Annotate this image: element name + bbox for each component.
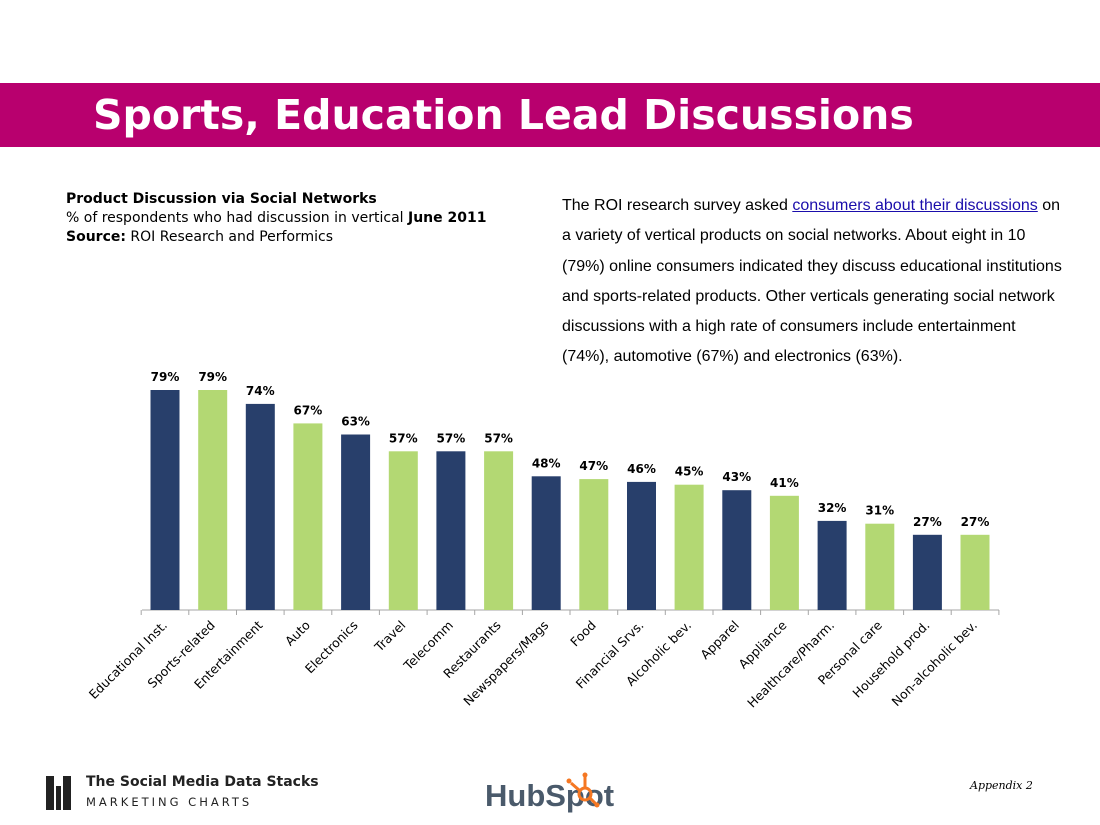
bar-value-label: 32% — [818, 501, 847, 515]
bar-value-label: 46% — [627, 462, 656, 476]
bar — [722, 490, 752, 610]
category-label: Food — [567, 618, 599, 650]
bar — [341, 434, 371, 610]
brand-title: The Social Media Data Stacks — [86, 774, 319, 790]
title-band: Sports, Education Lead Discussions — [0, 83, 1100, 147]
bar — [627, 481, 656, 610]
bar — [817, 520, 847, 610]
bar — [960, 534, 990, 610]
bar — [579, 479, 609, 610]
hubspot-wordmark: HubSpot — [485, 778, 614, 813]
hubspot-logo: HubSpot — [485, 772, 614, 813]
appendix-label: Appendix 2 — [970, 779, 1033, 792]
bar — [293, 423, 323, 610]
bar — [769, 495, 799, 610]
bar — [674, 484, 704, 610]
bar-value-label: 41% — [770, 476, 799, 490]
bar-value-label: 57% — [389, 431, 418, 445]
description-text-end: on a variety of vertical products on soc… — [562, 197, 1062, 366]
sprocket-icon — [566, 772, 600, 808]
chart-heading: Product Discussion via Social Networks — [66, 191, 377, 207]
description-text-start: The ROI research survey asked — [562, 197, 793, 214]
category-label: Educational Inst. — [86, 618, 170, 702]
bar — [388, 451, 418, 610]
bar-value-label: 31% — [865, 504, 894, 518]
chart-info: Product Discussion via Social Networks %… — [66, 190, 546, 247]
bar-value-label: 48% — [532, 456, 561, 470]
category-label: Auto — [282, 618, 313, 649]
chart-source-text: ROI Research and Performics — [125, 229, 334, 245]
category-label: Healthcare/Pharm. — [744, 618, 837, 711]
bar-value-label: 63% — [341, 415, 370, 429]
bar — [865, 523, 895, 610]
brand-subtitle: MARKETING CHARTS — [86, 795, 253, 809]
chart-source: Source: ROI Research and Performics — [66, 228, 546, 247]
bar — [150, 390, 180, 610]
bar-value-label: 27% — [961, 515, 990, 529]
chart-subtitle-text: % of respondents who had discussion in v… — [66, 210, 408, 226]
description-paragraph: The ROI research survey asked consumers … — [562, 191, 1067, 373]
bar-value-label: 45% — [675, 465, 704, 479]
bar — [245, 403, 275, 610]
bar-value-label: 67% — [294, 403, 323, 417]
chart-subtitle: % of respondents who had discussion in v… — [66, 209, 546, 228]
bar-value-label: 27% — [913, 515, 942, 529]
bar-value-label: 57% — [437, 431, 466, 445]
chart-source-label: Source: — [66, 229, 126, 245]
category-label: Non-alcoholic bev. — [889, 618, 981, 710]
bar-chart-logo-icon — [46, 776, 76, 810]
bar-value-label: 79% — [198, 370, 227, 384]
bar-value-label: 57% — [484, 431, 513, 445]
category-label: Newspapers/Mags — [460, 618, 551, 709]
bar — [531, 476, 561, 610]
bar — [198, 390, 228, 610]
bar-value-label: 43% — [722, 470, 751, 484]
category-label: Apparel — [697, 618, 742, 663]
discussions-link[interactable]: consumers about their discussions — [792, 197, 1038, 214]
slide-title: Sports, Education Lead Discussions — [93, 91, 914, 139]
bar — [912, 534, 942, 610]
category-label: Travel — [371, 618, 409, 656]
chart-subtitle-date: June 2011 — [407, 210, 487, 226]
bar — [484, 451, 514, 610]
bar — [436, 451, 466, 610]
bar-value-label: 74% — [246, 384, 275, 398]
bar-value-label: 79% — [151, 370, 180, 384]
bar-value-label: 47% — [579, 459, 608, 473]
